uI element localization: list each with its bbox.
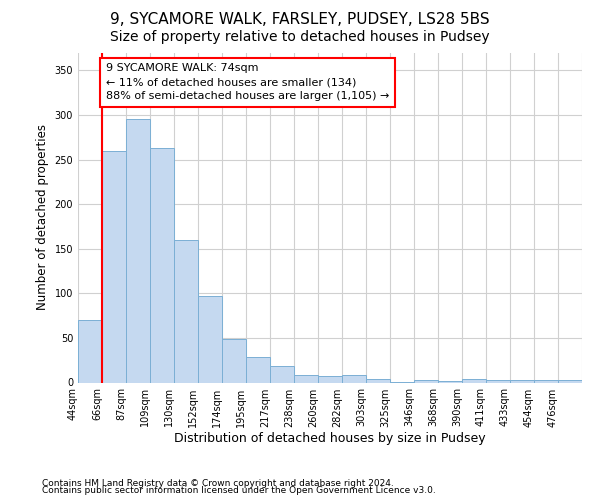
Bar bbox=[150, 148, 174, 382]
Y-axis label: Number of detached properties: Number of detached properties bbox=[36, 124, 49, 310]
Bar bbox=[246, 356, 270, 382]
Bar bbox=[462, 379, 486, 382]
Bar bbox=[414, 380, 438, 382]
X-axis label: Distribution of detached houses by size in Pudsey: Distribution of detached houses by size … bbox=[174, 432, 486, 446]
Bar bbox=[222, 339, 246, 382]
Bar bbox=[102, 150, 126, 382]
Bar bbox=[126, 120, 150, 382]
Text: Contains public sector information licensed under the Open Government Licence v3: Contains public sector information licen… bbox=[42, 486, 436, 495]
Bar bbox=[342, 376, 366, 382]
Text: Size of property relative to detached houses in Pudsey: Size of property relative to detached ho… bbox=[110, 30, 490, 44]
Bar bbox=[78, 320, 102, 382]
Bar bbox=[534, 380, 558, 382]
Text: 9, SYCAMORE WALK, FARSLEY, PUDSEY, LS28 5BS: 9, SYCAMORE WALK, FARSLEY, PUDSEY, LS28 … bbox=[110, 12, 490, 28]
Bar bbox=[366, 379, 390, 382]
Bar bbox=[510, 380, 534, 382]
Text: 9 SYCAMORE WALK: 74sqm
← 11% of detached houses are smaller (134)
88% of semi-de: 9 SYCAMORE WALK: 74sqm ← 11% of detached… bbox=[106, 63, 389, 101]
Bar bbox=[318, 376, 342, 382]
Bar bbox=[558, 380, 582, 382]
Bar bbox=[486, 380, 510, 382]
Text: Contains HM Land Registry data © Crown copyright and database right 2024.: Contains HM Land Registry data © Crown c… bbox=[42, 478, 394, 488]
Bar bbox=[174, 240, 198, 382]
Bar bbox=[294, 376, 318, 382]
Bar bbox=[198, 296, 222, 382]
Bar bbox=[438, 380, 462, 382]
Bar bbox=[270, 366, 294, 382]
